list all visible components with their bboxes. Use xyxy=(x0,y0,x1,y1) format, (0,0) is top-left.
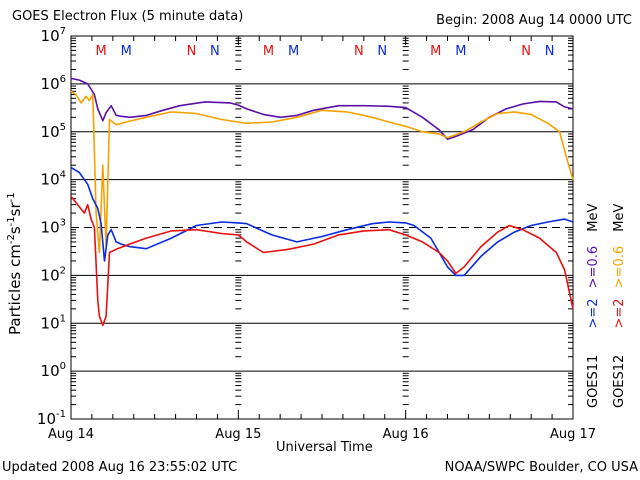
y-tick-label: 107 xyxy=(41,26,66,45)
eclipse-marker: M xyxy=(288,44,299,59)
y-tick-base: 10 xyxy=(41,171,60,189)
y-tick-base: 10 xyxy=(37,410,56,428)
credit-text: NOAA/SWPC Boulder, CO USA xyxy=(444,460,638,475)
y-tick-base: 10 xyxy=(41,314,60,332)
ylabel-main: Particles cm xyxy=(6,244,24,335)
begin-time: Begin: 2008 Aug 14 0000 UTC xyxy=(436,13,632,28)
y-tick-label: 103 xyxy=(41,218,66,237)
y-tick-label: 100 xyxy=(41,361,66,380)
eclipse-marker: N xyxy=(210,44,220,59)
y-tick-label: 101 xyxy=(41,313,66,332)
x-tick-label: Aug 16 xyxy=(383,427,429,442)
eclipse-marker: N xyxy=(187,44,197,59)
legend-goes12: GOES12 >=2 >=0.6 MeV xyxy=(612,204,627,408)
x-tick-label: Aug 15 xyxy=(215,427,261,442)
series-line-1 xyxy=(70,90,574,254)
legend-goes12-06mev: >=0.6 xyxy=(612,245,627,289)
legend-goes11: GOES11 >=2 >=0.6 MeV xyxy=(586,204,601,408)
y-tick-label: 104 xyxy=(41,170,66,189)
series-line-0 xyxy=(70,77,574,140)
y-tick-exp: 1 xyxy=(60,313,66,324)
eclipse-marker: M xyxy=(96,44,107,59)
y-tick-label: 10-1 xyxy=(37,409,66,428)
legend-mev-2: MeV xyxy=(612,203,627,232)
x-tick-label: Aug 14 xyxy=(48,427,94,442)
eclipse-marker: M xyxy=(121,44,132,59)
series-line-2 xyxy=(70,166,574,277)
legend-goes12-2mev: >=2 xyxy=(612,298,627,329)
y-tick-exp: 6 xyxy=(60,74,66,85)
ylabel-exp2: -1 xyxy=(6,216,17,227)
eclipse-marker: M xyxy=(430,44,441,59)
ylabel-sr: sr xyxy=(6,202,24,217)
eclipse-marker: N xyxy=(377,44,387,59)
legend-goes11-06mev: >=0.6 xyxy=(586,245,601,289)
y-tick-exp: 4 xyxy=(60,170,66,181)
legend-goes12-label: GOES12 xyxy=(612,354,627,408)
y-tick-exp: 7 xyxy=(60,26,66,37)
eclipse-marker: N xyxy=(521,44,531,59)
eclipse-marker: N xyxy=(545,44,555,59)
x-axis-label: Universal Time xyxy=(276,440,373,455)
legend-goes11-2mev: >=2 xyxy=(586,298,601,329)
y-tick-base: 10 xyxy=(41,123,60,141)
chart-title: GOES Electron Flux (5 minute data) xyxy=(12,9,244,24)
eclipse-marker: N xyxy=(354,44,364,59)
x-tick-label: Aug 17 xyxy=(550,427,596,442)
y-tick-exp: 0 xyxy=(60,361,66,372)
y-tick-label: 106 xyxy=(41,74,66,93)
eclipse-marker: M xyxy=(455,44,466,59)
legend-goes11-label: GOES11 xyxy=(586,354,601,408)
y-axis-label: Particles cm-2s-1sr-1 xyxy=(6,192,24,335)
y-tick-exp: -1 xyxy=(56,409,66,420)
y-tick-base: 10 xyxy=(41,27,60,45)
y-tick-base: 10 xyxy=(41,266,60,284)
ylabel-exp3: -1 xyxy=(6,192,17,203)
y-tick-label: 102 xyxy=(41,265,66,284)
series-line-3 xyxy=(70,195,574,327)
updated-timestamp: Updated 2008 Aug 16 23:55:02 UTC xyxy=(2,460,238,475)
eclipse-marker: M xyxy=(263,44,274,59)
y-tick-exp: 5 xyxy=(60,122,66,133)
plot-frame xyxy=(70,35,574,420)
ylabel-exp1: -2 xyxy=(6,234,17,245)
y-tick-label: 105 xyxy=(41,122,66,141)
y-tick-exp: 2 xyxy=(60,265,66,276)
y-tick-exp: 3 xyxy=(60,218,66,229)
y-tick-base: 10 xyxy=(41,219,60,237)
legend-mev-1: MeV xyxy=(586,203,601,232)
ylabel-s: s xyxy=(6,226,24,235)
y-tick-base: 10 xyxy=(41,362,60,380)
y-tick-base: 10 xyxy=(41,75,60,93)
